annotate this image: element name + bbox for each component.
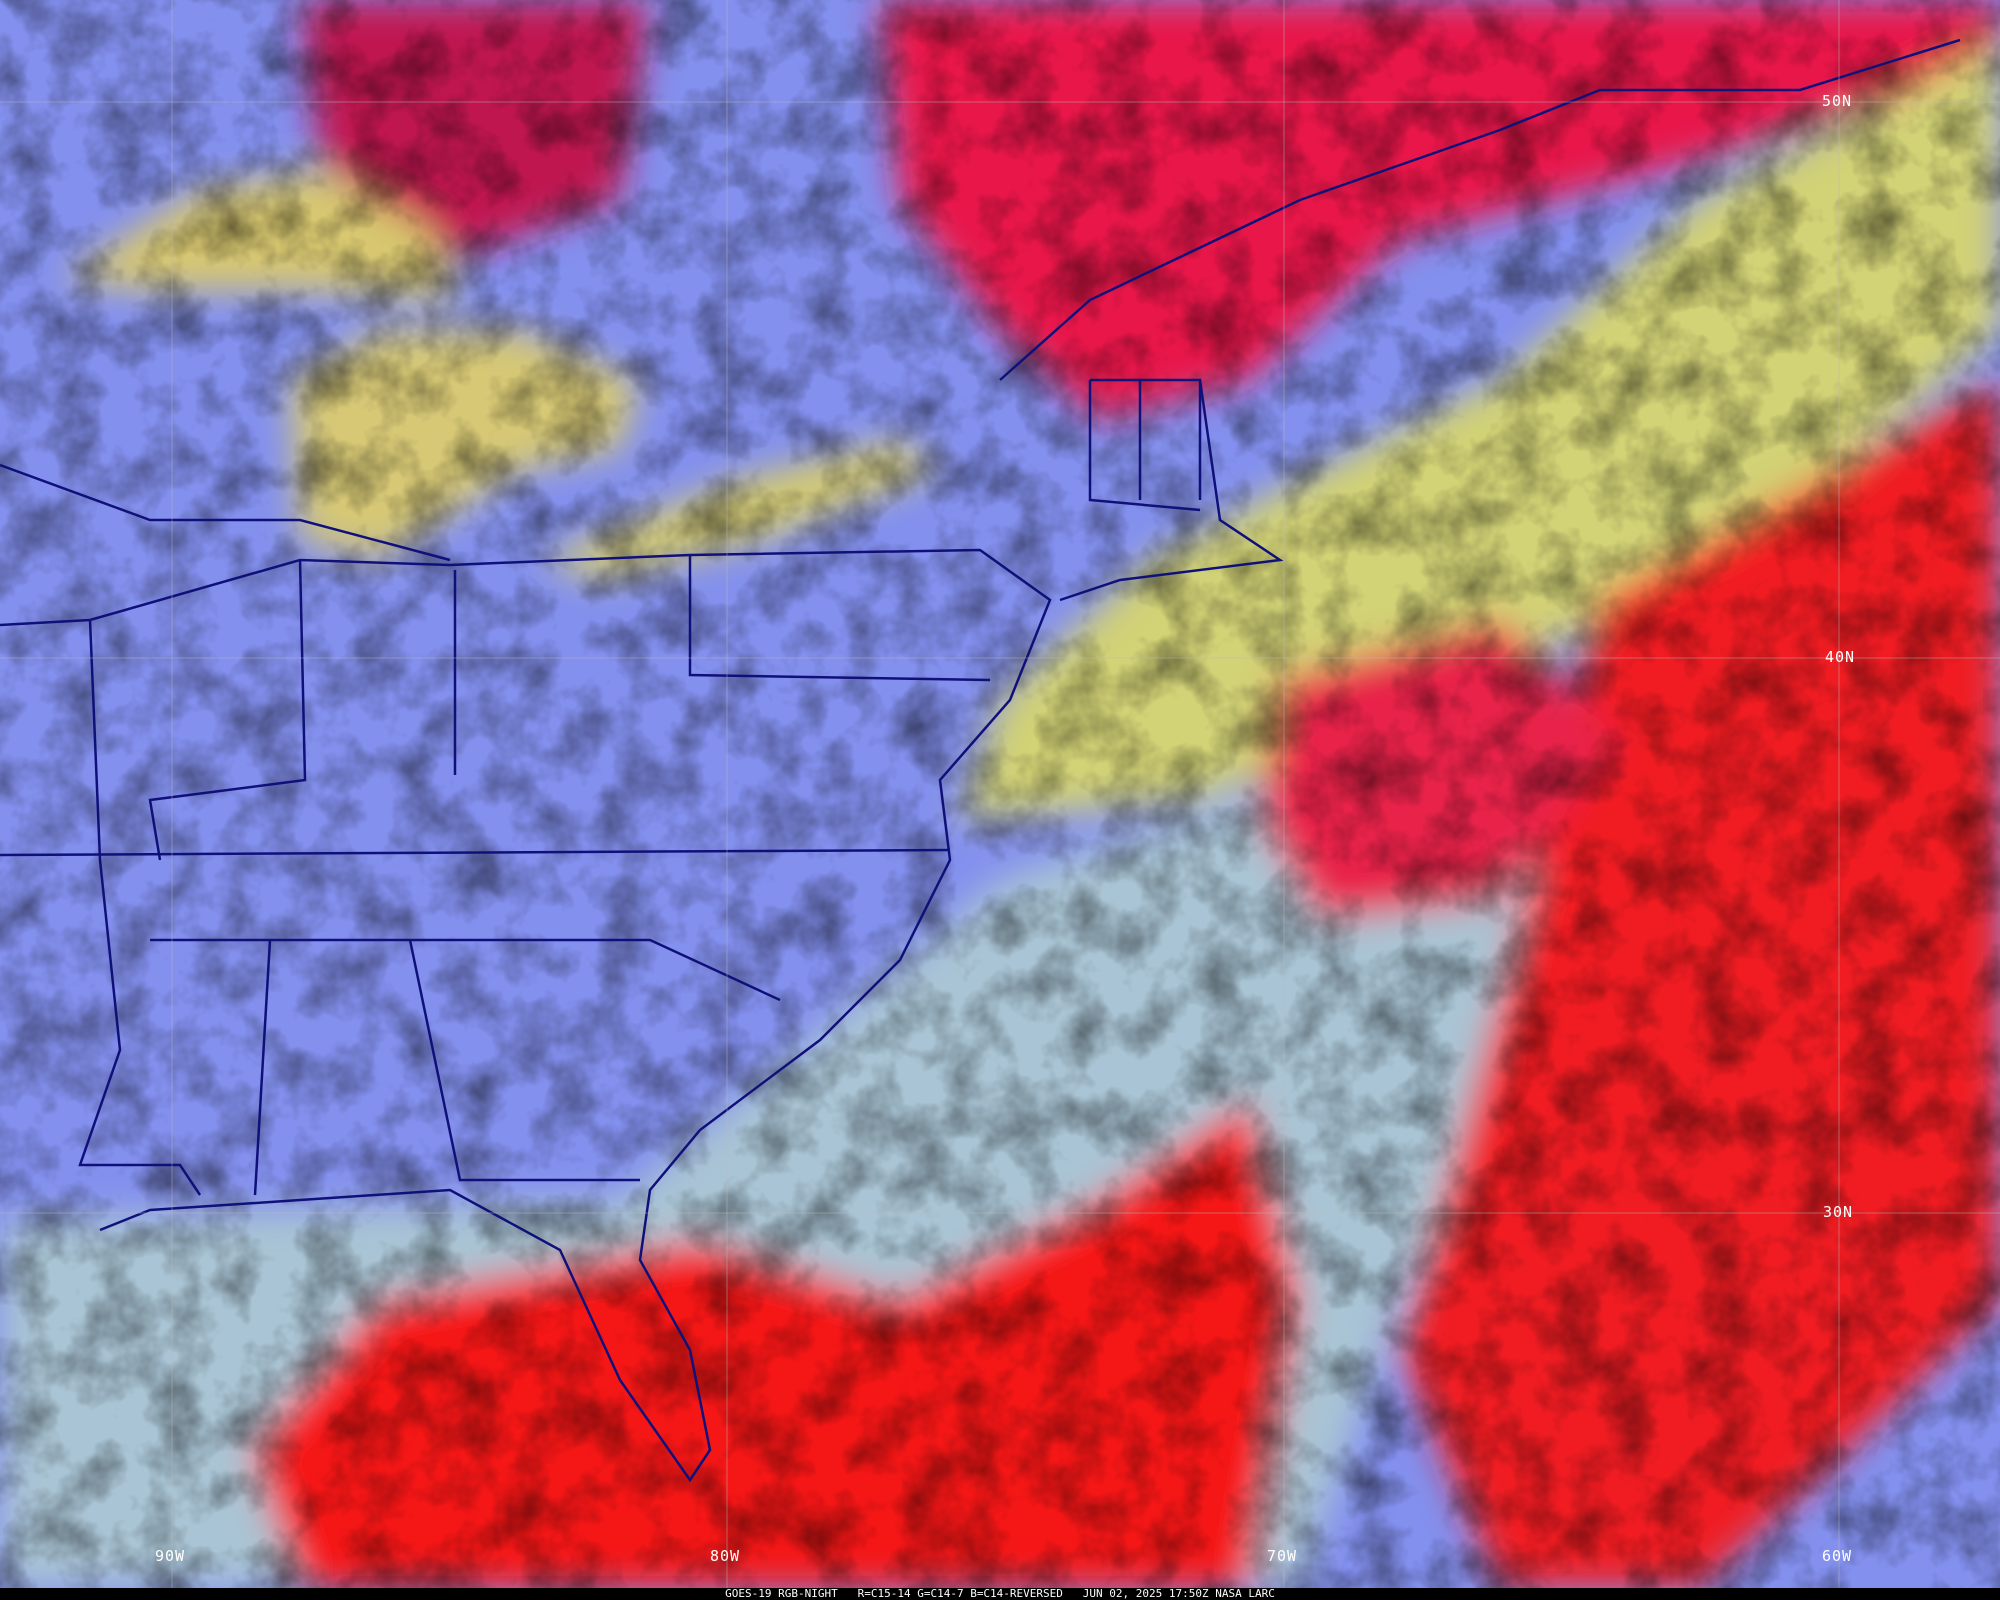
longitude-label-90w: 90W	[155, 1547, 186, 1565]
image-caption: GOES-19 RGB-NIGHT R=C15-14 G=C14-7 B=C14…	[0, 1588, 2000, 1600]
latitude-label-40n: 40N	[1825, 648, 1856, 666]
latitude-label-30n: 30N	[1823, 1203, 1854, 1221]
political-boundaries	[0, 38, 1961, 1483]
longitude-label-80w: 80W	[710, 1547, 741, 1565]
longitude-label-70w: 70W	[1267, 1547, 1298, 1565]
longitude-label-60w: 60W	[1822, 1547, 1853, 1565]
latitude-label-50n: 50N	[1822, 92, 1853, 110]
